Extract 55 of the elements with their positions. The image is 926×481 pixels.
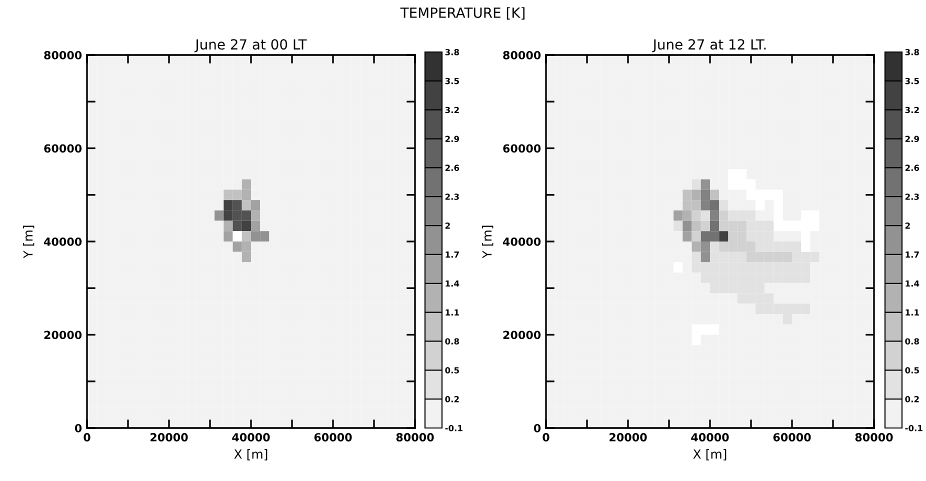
y-tick-label: 40000 <box>44 237 82 246</box>
y-tick-label: 80000 <box>503 50 541 60</box>
y-axis-title: Y [m] <box>482 226 494 258</box>
color-bar-label: -0.1 <box>905 424 922 432</box>
y-tick-label: 20000 <box>503 330 541 340</box>
x-tick-label: 20000 <box>150 433 188 442</box>
color-bar-label: 0.2 <box>445 396 459 402</box>
y-tick-label: 0 <box>534 424 541 432</box>
y-tick-label: 40000 <box>502 237 541 246</box>
x-tick-label: 0 <box>84 433 90 442</box>
x-tick-label: 80000 <box>396 433 434 442</box>
color-bar-label: 2.9 <box>905 136 920 142</box>
color-bar-label: 3.2 <box>445 106 459 114</box>
color-bar-label: 3.5 <box>905 78 919 84</box>
color-bar-label: 0.5 <box>445 367 459 374</box>
color-bar-label: 0.2 <box>905 396 919 402</box>
color-bar-label: 2 <box>905 222 910 229</box>
color-bar-label: 0.8 <box>445 338 460 345</box>
x-axis-title: X [m] <box>693 449 726 460</box>
color-bar-label: 2.9 <box>445 136 460 142</box>
color-bar-label: 3.5 <box>445 78 459 84</box>
color-bar-label: 2.3 <box>445 194 459 200</box>
color-bar-label: 1.4 <box>446 280 460 287</box>
color-bar-label: 1.1 <box>906 309 919 316</box>
color-bar-label: 0.8 <box>905 338 920 345</box>
x-tick-label: 0 <box>542 433 550 442</box>
x-tick-label: 20000 <box>610 433 647 442</box>
y-tick-label: 0 <box>74 424 82 432</box>
color-bar-label: 2.6 <box>905 164 920 171</box>
y-tick-label: 20000 <box>44 330 82 340</box>
x-tick-label: 60000 <box>314 433 352 442</box>
text: TEMPERATURE [K] <box>400 7 524 20</box>
chart-title: June 27 at 00 LT <box>194 39 307 52</box>
x-tick-label: 60000 <box>773 433 811 442</box>
y-tick-label: 60000 <box>503 144 541 153</box>
y-tick-label: 80000 <box>44 50 82 60</box>
color-bar-label: 2.6 <box>445 164 460 171</box>
color-bar-label: 2 <box>445 222 450 229</box>
color-bar-label: 1.1 <box>446 309 459 316</box>
x-tick-label: 40000 <box>232 433 270 442</box>
y-tick-label: 60000 <box>44 144 82 153</box>
color-bar-label: 1.7 <box>446 252 459 258</box>
x-axis-title: X [m] <box>234 449 268 460</box>
color-bar-label: -0.1 <box>445 424 462 432</box>
color-bar-label: 1.4 <box>906 280 920 287</box>
color-bar-label: 3.8 <box>905 48 920 56</box>
color-bar-label: 3.2 <box>905 106 919 114</box>
x-tick-label: 40000 <box>691 433 729 442</box>
chart-title: June 27 at 12 LT. <box>652 39 766 52</box>
color-bar-label: 1.7 <box>906 252 919 258</box>
color-bar-label: 2.3 <box>905 194 919 200</box>
color-bar-label: 3.8 <box>445 48 460 56</box>
x-tick-label: 80000 <box>855 433 893 442</box>
y-axis-title: Y [m] <box>23 226 34 258</box>
color-bar-label: 0.5 <box>905 367 919 374</box>
